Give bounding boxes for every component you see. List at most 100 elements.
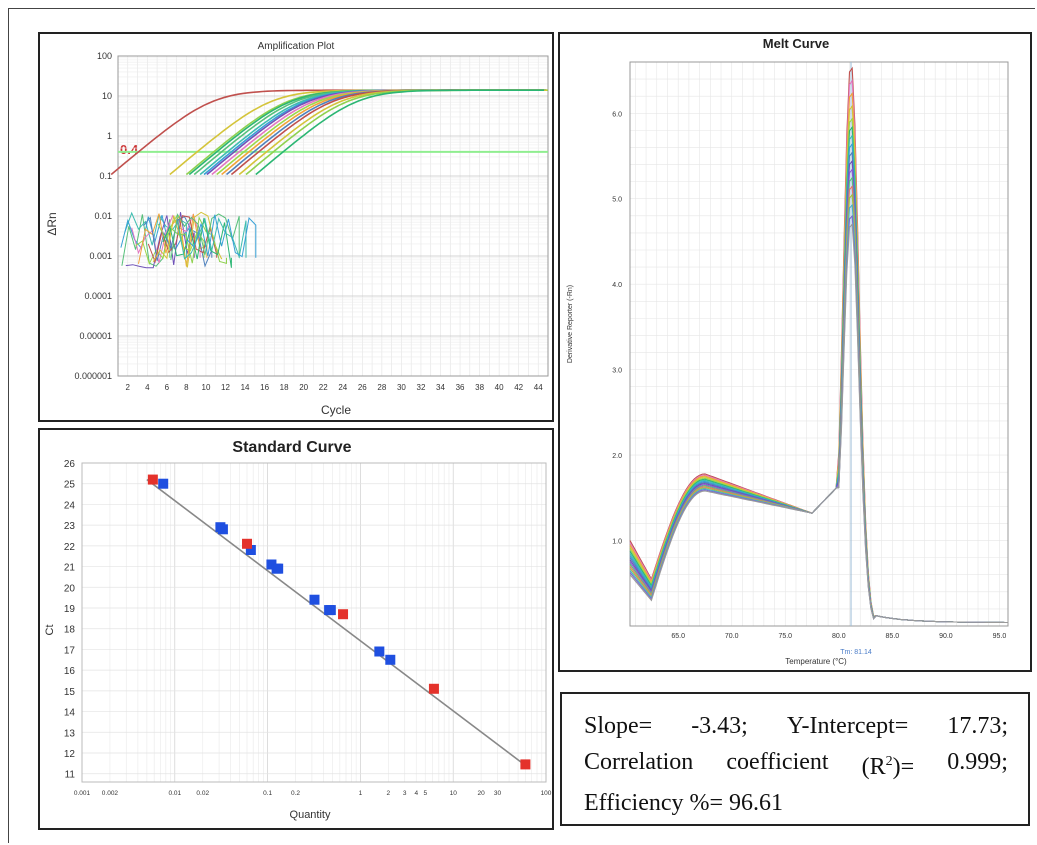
std-point (245, 545, 256, 555)
melt-curve (629, 203, 1008, 624)
std-x-tick-label: 20 (478, 790, 486, 797)
amp-y-tick-label: 100 (97, 51, 112, 61)
melt-curve-panel: Melt Curve Temperature (°C) Derivative R… (558, 32, 1032, 672)
melt-y-tick-label: 6.0 (612, 111, 622, 118)
standard-curve-panel: Standard Curve Quantity Ct 26 25 24 23 22 21 2… (38, 428, 554, 830)
std-y-tick-label: 12 (64, 749, 76, 760)
melt-tm-label: Tm: 81.14 (840, 649, 872, 656)
intercept-label: Y-Intercept= (786, 713, 909, 739)
amp-x-tick-label: 42 (514, 383, 523, 392)
std-point (217, 524, 228, 535)
melt-curve (629, 223, 1008, 624)
std-x-tick-label: 4 (414, 790, 418, 797)
amp-x-tick-label: 30 (397, 383, 406, 392)
std-y-tick-label: 22 (64, 542, 76, 553)
efficiency-label: Efficiency %= (584, 790, 724, 816)
melt-title: Melt Curve (763, 36, 829, 51)
amp-plot-area (117, 55, 549, 377)
std-ylabel: Ct (44, 625, 56, 636)
std-fit-line (146, 478, 526, 767)
std-y-tick-label: 24 (64, 500, 76, 511)
std-x-tick-label: 10 (450, 790, 458, 797)
amp-curve (255, 89, 545, 176)
std-x-tick-label: 0.2 (291, 790, 300, 797)
amp-x-tick-label: 44 (534, 383, 543, 392)
std-x-tick-label: 1 (359, 790, 363, 797)
std-x-tick-label: 0.02 (196, 790, 209, 797)
std-point (266, 559, 277, 570)
std-y-tick-label: 18 (64, 625, 76, 636)
amp-x-tick-label: 40 (495, 383, 504, 392)
melt-curve (629, 214, 1008, 624)
amp-baseline-noise (143, 216, 213, 268)
std-y-tick-label: 14 (64, 708, 76, 719)
melt-curve (629, 168, 1008, 624)
std-xlabel: Quantity (290, 809, 331, 821)
std-x-tick-label: 0.01 (168, 790, 181, 797)
melt-curve: Melt Curve Temperature (°C) Derivative R… (567, 36, 1009, 666)
amp-baseline-noise (187, 214, 257, 258)
std-y-tick-label: 17 (64, 645, 76, 656)
std-point (309, 594, 320, 605)
amp-y-tick-label: 0.00001 (79, 331, 112, 341)
r2-sup: 2 (885, 754, 893, 769)
standard-curve: Standard Curve Quantity Ct 2625242322212… (44, 439, 552, 821)
amp-y-tick-label: 0.000001 (74, 371, 112, 381)
std-y-tick-label: 11 (65, 770, 76, 781)
std-x-tick-label: 0.1 (263, 790, 272, 797)
melt-curve (629, 125, 1008, 624)
std-plot-area (81, 462, 547, 783)
std-point (325, 605, 336, 616)
amp-y-tick-label: 0.0001 (84, 291, 112, 301)
r2-close: )= (892, 754, 915, 780)
amplification-plot-panel: Amplification Plot Cycle ΔRn 0.4 100 10 1 0… (38, 32, 554, 422)
std-y-tick-label: 15 (64, 687, 76, 698)
std-y-tick-label: 19 (64, 604, 76, 615)
std-x-tick-label: 0.001 (74, 790, 91, 797)
amp-curve (216, 89, 545, 176)
std-title: Standard Curve (232, 439, 351, 456)
melt-x-tick-label: 75.0 (778, 633, 792, 640)
amp-baseline-noise (147, 215, 218, 264)
melt-x-tick-label: 65.0 (671, 633, 685, 640)
stats-row-2: Correlation coefficient (R2)= 0.999; (584, 744, 1008, 785)
amp-threshold-label: 0.4 (120, 142, 139, 157)
std-y-tick-label: 26 (64, 459, 76, 470)
r2-open: (R (861, 754, 886, 780)
std-y-tick-label: 16 (64, 666, 76, 677)
correlation-label: Correlation (584, 749, 694, 775)
amp-x-tick-label: 26 (358, 383, 367, 392)
melt-ylabel: Derivative Reporter (-Rn) (567, 285, 574, 363)
std-x-tick-label: 100 (541, 790, 552, 797)
melt-curve (629, 134, 1008, 624)
melt-curve (629, 159, 1008, 624)
std-x-tick-label: 3 (403, 790, 407, 797)
melt-y-tick-label: 4.0 (612, 282, 622, 289)
amp-title: Amplification Plot (258, 41, 335, 52)
efficiency-value: 96.61 (729, 790, 784, 816)
amplification-plot: Amplification Plot Cycle ΔRn 0.4 100 10 1 0… (45, 41, 549, 417)
amp-x-tick-label: 22 (319, 383, 328, 392)
amp-x-tick-label: 16 (260, 383, 269, 392)
amp-y-tick-label: 1 (107, 131, 112, 141)
std-y-tick-label: 23 (64, 521, 76, 532)
amp-xlabel: Cycle (321, 403, 351, 417)
melt-y-tick-label: 3.0 (612, 368, 622, 375)
amp-x-tick-label: 32 (417, 383, 426, 392)
slope-label: Slope= (584, 713, 653, 739)
melt-curve (629, 91, 1008, 624)
std-y-tick-label: 20 (64, 583, 76, 594)
std-point (374, 646, 385, 657)
intercept-value: 17.73; (947, 713, 1008, 739)
amp-x-tick-label: 4 (145, 383, 150, 392)
std-point (273, 563, 284, 574)
std-x-tick-label: 30 (494, 790, 502, 797)
amp-ylabel: ΔRn (45, 212, 59, 235)
melt-xlabel: Temperature (°C) (785, 657, 847, 666)
melt-curve (629, 176, 1008, 624)
amp-x-tick-label: 38 (475, 383, 484, 392)
amp-x-tick-label: 20 (299, 383, 308, 392)
stats-row-1: Slope= -3.43; Y-Intercept= 17.73; (584, 708, 1008, 744)
amp-y-tick-label: 10 (102, 91, 112, 101)
correlation-value: 0.999; (947, 749, 1008, 775)
